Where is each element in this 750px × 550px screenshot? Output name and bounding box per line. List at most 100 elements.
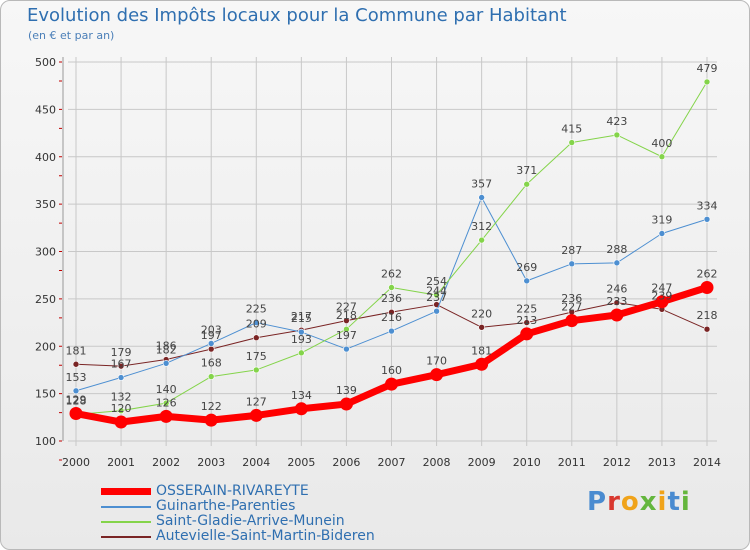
legend-swatch-saint-gladie	[101, 521, 151, 523]
data-label-0: 134	[291, 389, 312, 402]
data-label-1: 269	[516, 261, 537, 274]
data-label-2: 254	[426, 275, 447, 288]
series-point-0	[159, 409, 173, 423]
y-tick-label: 350	[35, 198, 56, 211]
data-label-1: 203	[201, 323, 222, 336]
x-tick-label: 2002	[152, 456, 180, 469]
series-point-1	[343, 345, 350, 353]
x-tick-label: 2007	[378, 456, 406, 469]
series-point-1	[613, 259, 621, 267]
series-point-0	[294, 402, 308, 416]
data-label-2: 400	[651, 137, 672, 150]
data-label-0: 227	[561, 301, 582, 314]
data-label-1: 153	[66, 371, 87, 384]
series-point-2	[298, 349, 305, 357]
series-point-2	[523, 180, 531, 188]
series-point-2	[207, 373, 215, 380]
series-point-3	[72, 360, 80, 368]
legend-swatch-osserain	[101, 488, 151, 495]
data-label-3: 227	[336, 301, 357, 314]
series-point-0	[249, 408, 263, 422]
data-label-1: 288	[606, 243, 627, 256]
x-tick-label: 2012	[603, 456, 631, 469]
series-point-0	[700, 281, 714, 295]
x-tick-label: 2003	[197, 456, 225, 469]
data-label-3: 179	[111, 346, 132, 359]
series-point-2	[433, 291, 440, 299]
series-point-1	[703, 215, 711, 223]
data-label-2: 415	[561, 123, 582, 136]
legend-item-osserain: OSSERAIN-RIVAREYTE	[101, 483, 401, 500]
x-tick-label: 2008	[423, 456, 451, 469]
data-label-0: 262	[697, 268, 718, 281]
data-label-0: 213	[516, 314, 537, 327]
series-point-1	[658, 230, 666, 237]
data-label-3: 217	[291, 310, 312, 323]
series-point-2	[388, 284, 395, 291]
series-point-0	[69, 407, 83, 421]
legend-item-saint-gladie: Saint-Gladie-Arrive-Munein	[101, 513, 401, 530]
data-label-2: 479	[697, 62, 718, 75]
series-point-0	[520, 327, 534, 341]
legend-label-guinarthe: Guinarthe-Parenties	[156, 498, 296, 514]
data-label-3: 246	[606, 283, 627, 296]
x-tick-label: 2010	[513, 456, 541, 469]
data-label-1: 287	[561, 244, 582, 257]
data-label-3: 197	[201, 329, 222, 342]
data-label-1: 319	[651, 213, 672, 226]
data-label-2: 140	[156, 383, 177, 396]
data-label-2: 132	[111, 391, 132, 404]
series-point-2	[703, 78, 711, 86]
chart-subtitle: (en € et par an)	[28, 29, 115, 42]
data-label-3: 181	[66, 344, 87, 357]
series-point-3	[252, 334, 260, 342]
series-point-3	[343, 317, 350, 324]
series-point-2	[613, 131, 621, 139]
x-tick-label: 2014	[693, 456, 721, 469]
x-tick-label: 2005	[287, 456, 315, 469]
data-label-0: 233	[606, 295, 627, 308]
data-label-1: 197	[336, 329, 357, 342]
x-tick-label: 2004	[242, 456, 270, 469]
series-point-1	[252, 319, 260, 326]
series-point-2	[343, 325, 350, 333]
data-label-3: 239	[651, 289, 672, 302]
legend-swatch-guinarthe	[101, 506, 151, 508]
x-tick-label: 2011	[558, 456, 586, 469]
data-label-2: 175	[246, 350, 267, 363]
data-label-2: 312	[471, 220, 492, 233]
data-label-0: 120	[111, 402, 132, 415]
series-point-2	[117, 407, 125, 414]
x-tick-label: 2006	[332, 456, 360, 469]
series-point-0	[385, 377, 398, 391]
data-label-2: 371	[516, 164, 537, 177]
data-label-0: 129	[66, 394, 87, 407]
data-label-3: 225	[516, 303, 537, 316]
y-tick-label: 400	[35, 151, 56, 164]
series-point-2	[252, 366, 260, 374]
series-point-0	[204, 413, 218, 427]
data-label-0: 126	[156, 396, 177, 409]
data-label-0: 160	[381, 364, 402, 377]
y-tick-label: 450	[35, 103, 56, 116]
series-point-1	[117, 374, 125, 381]
data-label-1: 167	[111, 358, 132, 371]
series-point-2	[658, 153, 666, 161]
series-point-2	[478, 236, 485, 244]
y-tick-label: 250	[35, 293, 56, 306]
proxiti-logo: Proxiti	[587, 487, 691, 517]
series-point-1	[388, 327, 395, 335]
data-label-2: 128	[66, 394, 87, 407]
data-label-3: 218	[697, 309, 718, 322]
series-point-1	[568, 260, 576, 268]
legend-label-saint-gladie: Saint-Gladie-Arrive-Munein	[156, 513, 345, 529]
legend-item-guinarthe: Guinarthe-Parenties	[101, 498, 401, 515]
series-point-0	[475, 357, 489, 371]
data-label-0: 181	[471, 344, 492, 357]
data-label-1: 182	[156, 343, 177, 356]
data-label-1: 225	[246, 303, 267, 316]
x-tick-label: 2000	[62, 456, 90, 469]
series-point-1	[162, 360, 170, 367]
series-point-3	[523, 319, 531, 326]
chart-title: Evolution des Impôts locaux pour la Comm…	[27, 5, 567, 26]
